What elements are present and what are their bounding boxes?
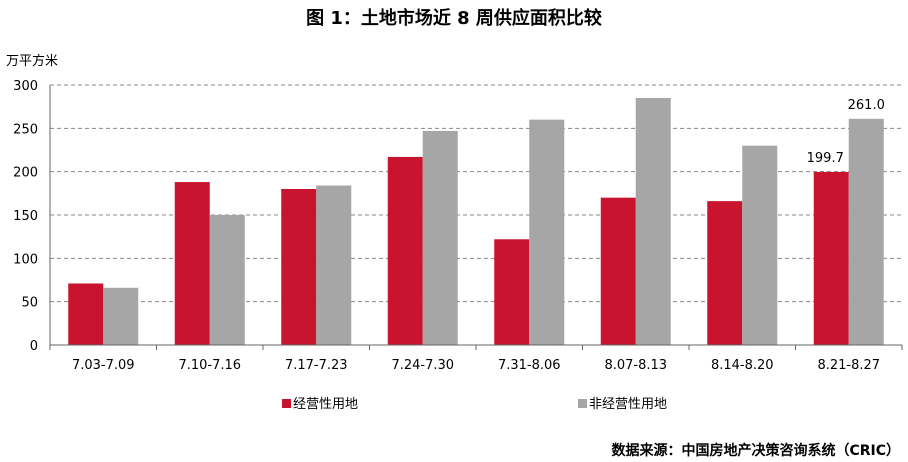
x-category-label: 8.14-8.20 xyxy=(711,358,774,373)
bar-noncommercial-land xyxy=(422,130,458,345)
bar-commercial-land xyxy=(174,182,210,345)
bar-noncommercial-land xyxy=(848,118,884,345)
legend-label: 经营性用地 xyxy=(293,397,358,412)
axes: 0 50 100 150 200 250 300 7.03-7.09 7.10-7.16 7.17… xyxy=(13,79,903,373)
bar-commercial-land xyxy=(494,239,530,345)
bar-commercial-land xyxy=(281,189,317,345)
bar-commercial-land xyxy=(68,283,104,345)
legend: 经营性用地 非经营性用地 xyxy=(282,397,667,412)
y-tick-label: 250 xyxy=(13,122,38,137)
data-label: 199.7 xyxy=(807,151,844,166)
legend-swatch xyxy=(282,399,291,408)
data-labels: 199.7 261.0 xyxy=(807,98,885,166)
bar-commercial-land xyxy=(813,171,849,345)
legend-swatch xyxy=(578,399,587,408)
bar-noncommercial-land xyxy=(209,215,245,345)
bar-commercial-land xyxy=(707,201,743,345)
bar-commercial-land xyxy=(600,197,636,345)
data-source-note: 数据来源：中国房地产决策咨询系统（CRIC） xyxy=(611,443,900,459)
y-tick-label: 50 xyxy=(21,296,38,311)
data-label: 261.0 xyxy=(848,98,885,113)
y-tick-label: 300 xyxy=(13,79,38,94)
x-category-label: 7.24-7.30 xyxy=(391,358,454,373)
x-category-label: 7.10-7.16 xyxy=(178,358,241,373)
x-category-label: 8.21-8.27 xyxy=(817,358,880,373)
y-tick-label: 200 xyxy=(13,166,38,181)
y-axis-unit-label: 万平方米 xyxy=(6,54,59,69)
bar-noncommercial-land xyxy=(742,145,778,345)
y-tick-label: 150 xyxy=(13,209,38,224)
bar-noncommercial-land xyxy=(529,119,565,346)
bars xyxy=(68,98,884,346)
y-tick-label: 100 xyxy=(13,252,38,267)
x-category-label: 7.17-7.23 xyxy=(285,358,348,373)
bar-noncommercial-land xyxy=(316,185,352,345)
x-category-label: 8.07-8.13 xyxy=(604,358,667,373)
x-category-label: 7.31-8.06 xyxy=(498,358,561,373)
legend-label: 非经营性用地 xyxy=(589,397,667,412)
bar-commercial-land xyxy=(387,156,423,345)
y-tick-label: 0 xyxy=(30,339,38,354)
x-category-label: 7.03-7.09 xyxy=(72,358,135,373)
chart-title: 图 1：土地市场近 8 周供应面积比较 xyxy=(306,8,602,29)
bar-noncommercial-land xyxy=(103,287,139,345)
bar-noncommercial-land xyxy=(635,98,671,345)
